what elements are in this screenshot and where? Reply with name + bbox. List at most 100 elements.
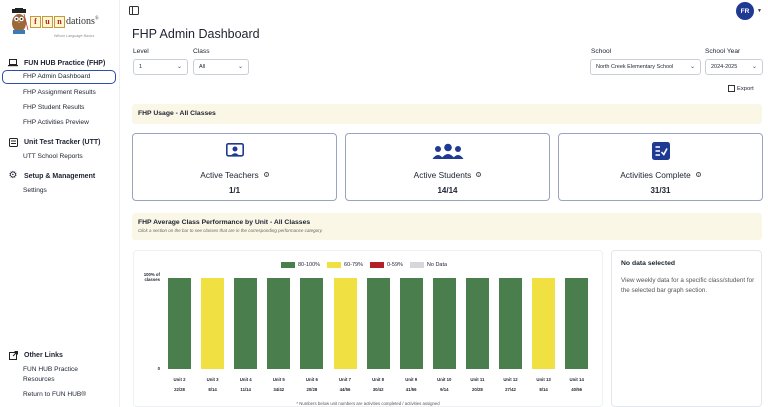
bar-unit-2-segment[interactable] — [168, 278, 191, 369]
school-select[interactable]: North Creek Elementary School ⌄ — [590, 59, 701, 75]
sidebar-item-fhp-admin-dashboard[interactable]: FHP Admin Dashboard — [2, 70, 116, 84]
logo-tagline: Wilson Language Basics — [54, 34, 95, 38]
bar-unit-14-segment[interactable] — [565, 278, 589, 369]
active-students-label: Active Students i — [346, 170, 549, 180]
info-icon[interactable]: i — [263, 172, 269, 177]
x-tick-label: Unit 7 — [339, 377, 351, 382]
top-bar: FR ▼ — [120, 0, 768, 22]
level-select-value: 1 — [139, 64, 143, 70]
x-sublabel: 9/14 — [440, 387, 449, 392]
x-tick-label: Unit 11 — [470, 377, 485, 382]
students-icon — [430, 142, 466, 160]
chevron-down-icon: ⌄ — [237, 64, 243, 70]
school-label: School — [591, 48, 612, 55]
sidebar: f u n dations® Wilson Language Basics FU… — [0, 0, 120, 407]
class-label: Class — [193, 48, 210, 55]
x-sublabel: 40/56 — [571, 387, 583, 392]
sidebar-toggle-icon[interactable] — [129, 6, 139, 15]
school-year-label: School Year — [705, 48, 741, 55]
chevron-down-icon: ⌄ — [751, 64, 757, 70]
nav-section-label: FUN HUB Practice (FHP) — [24, 59, 106, 67]
legend-swatch — [370, 262, 384, 268]
info-icon[interactable]: i — [695, 172, 701, 177]
chart-footnote: * Numbers below unit numbers are activit… — [296, 401, 440, 406]
x-sublabel: 20/28 — [472, 387, 483, 392]
bar-unit-3-segment[interactable] — [201, 278, 225, 369]
legend-item[interactable]: No Data — [409, 262, 448, 268]
x-tick-label: Unit 2 — [173, 377, 186, 382]
usage-section-header: FHP Usage - All Classes — [132, 104, 762, 124]
logo-tile: n — [54, 16, 65, 28]
x-tick-label: Unit 4 — [239, 377, 252, 382]
export-button[interactable]: Export — [728, 85, 754, 92]
sidebar-item-fhp-student-results[interactable]: FHP Student Results — [23, 104, 85, 111]
chevron-down-icon[interactable]: ▼ — [757, 8, 762, 14]
x-sublabel: 8/14 — [539, 387, 548, 392]
x-tick-label: Unit 10 — [437, 377, 452, 382]
nav-section-label: Setup & Management — [24, 172, 96, 180]
sidebar-item-fhp-activities-preview[interactable]: FHP Activities Preview — [23, 119, 89, 126]
bar-unit-13-segment[interactable] — [532, 278, 556, 369]
x-sublabel: 11/14 — [240, 387, 251, 392]
bar-unit-5-segment[interactable] — [267, 278, 291, 369]
bar-unit-4-segment[interactable] — [234, 278, 258, 369]
legend-item[interactable]: 60-79% — [327, 262, 363, 268]
x-tick-label: Unit 3 — [206, 377, 219, 382]
activities-complete-value: 31/31 — [650, 186, 671, 195]
bar-unit-7-segment[interactable] — [333, 278, 357, 369]
performance-section-header: FHP Average Class Performance by Unit - … — [132, 213, 762, 240]
x-tick-label: Unit 5 — [272, 377, 285, 382]
checklist-icon — [8, 137, 18, 147]
legend-item[interactable]: 0-59% — [370, 262, 403, 268]
active-students-card[interactable]: Active Students i 14/14 — [345, 133, 550, 201]
x-sublabel: 44/56 — [339, 387, 351, 392]
bar-unit-6-segment[interactable] — [300, 278, 324, 369]
performance-section-subtitle: Click a section on the bar to see classe… — [138, 228, 323, 233]
activities-complete-card[interactable]: Activities Complete i 31/31 — [558, 133, 763, 201]
active-teachers-card[interactable]: Active Teachers i 1/1 — [132, 133, 337, 201]
sidebar-item-fun-hub-practice[interactable]: FUN HUB Practice — [23, 366, 78, 373]
school-year-select-value: 2024-2025 — [711, 64, 738, 70]
avatar[interactable]: FR — [736, 2, 754, 20]
export-label: Export — [737, 85, 754, 92]
x-tick-label: Unit 12 — [503, 377, 518, 382]
class-select[interactable]: All ⌄ — [193, 59, 249, 75]
bar-unit-8-segment[interactable] — [366, 278, 390, 369]
nav-section-fhp: FUN HUB Practice (FHP) — [8, 58, 105, 68]
school-select-value: North Creek Elementary School — [596, 64, 674, 70]
x-tick-label: Unit 14 — [569, 377, 584, 382]
class-select-value: All — [199, 64, 206, 70]
legend-item[interactable]: 80-100% — [281, 262, 320, 268]
nav-section-setup: ⚙ Setup & Management — [8, 171, 96, 181]
sidebar-item-return-to-fun-hub[interactable]: Return to FUN HUB® — [23, 391, 87, 398]
bar-unit-12-segment[interactable] — [499, 278, 522, 369]
x-tick-label: Unit 8 — [372, 377, 385, 382]
laptop-icon — [8, 58, 18, 68]
bar-unit-9-segment[interactable] — [399, 278, 423, 369]
fundations-logo[interactable]: f u n dations® Wilson Language Basics — [8, 6, 112, 48]
legend-swatch — [327, 262, 342, 268]
bar-unit-10-segment[interactable] — [432, 278, 456, 369]
export-icon — [728, 85, 735, 92]
sidebar-item-fhp-assignment-results[interactable]: FHP Assignment Results — [23, 89, 96, 96]
detail-panel-title: No data selected — [621, 260, 676, 267]
sidebar-item-resources[interactable]: Resources — [23, 376, 55, 383]
chevron-down-icon: ⌄ — [176, 64, 182, 70]
school-year-select[interactable]: 2024-2025 ⌄ — [705, 59, 763, 75]
nav-section-other-links: Other Links — [8, 350, 63, 360]
sidebar-item-settings[interactable]: Settings — [23, 187, 47, 194]
detail-panel-text: View weekly data for a specific class/st… — [621, 277, 755, 294]
level-label: Level — [133, 48, 149, 55]
y-tick-label-100: 100% of classes — [143, 272, 160, 282]
detail-panel: No data selected View weekly data for a … — [611, 250, 762, 407]
level-select[interactable]: 1 ⌄ — [133, 59, 188, 75]
legend-label: 80-100% — [298, 262, 321, 268]
x-sublabel: 30/42 — [372, 387, 384, 392]
nav-section-label: Unit Test Tracker (UTT) — [24, 138, 101, 146]
sidebar-item-utt-school-reports[interactable]: UTT School Reports — [23, 153, 83, 160]
bar-unit-11-segment[interactable] — [465, 278, 489, 369]
active-teachers-label: Active Teachers i — [133, 170, 336, 180]
info-icon[interactable]: i — [476, 172, 482, 177]
activities-complete-label: Activities Complete i — [559, 170, 762, 180]
legend-label: No Data — [426, 262, 448, 268]
